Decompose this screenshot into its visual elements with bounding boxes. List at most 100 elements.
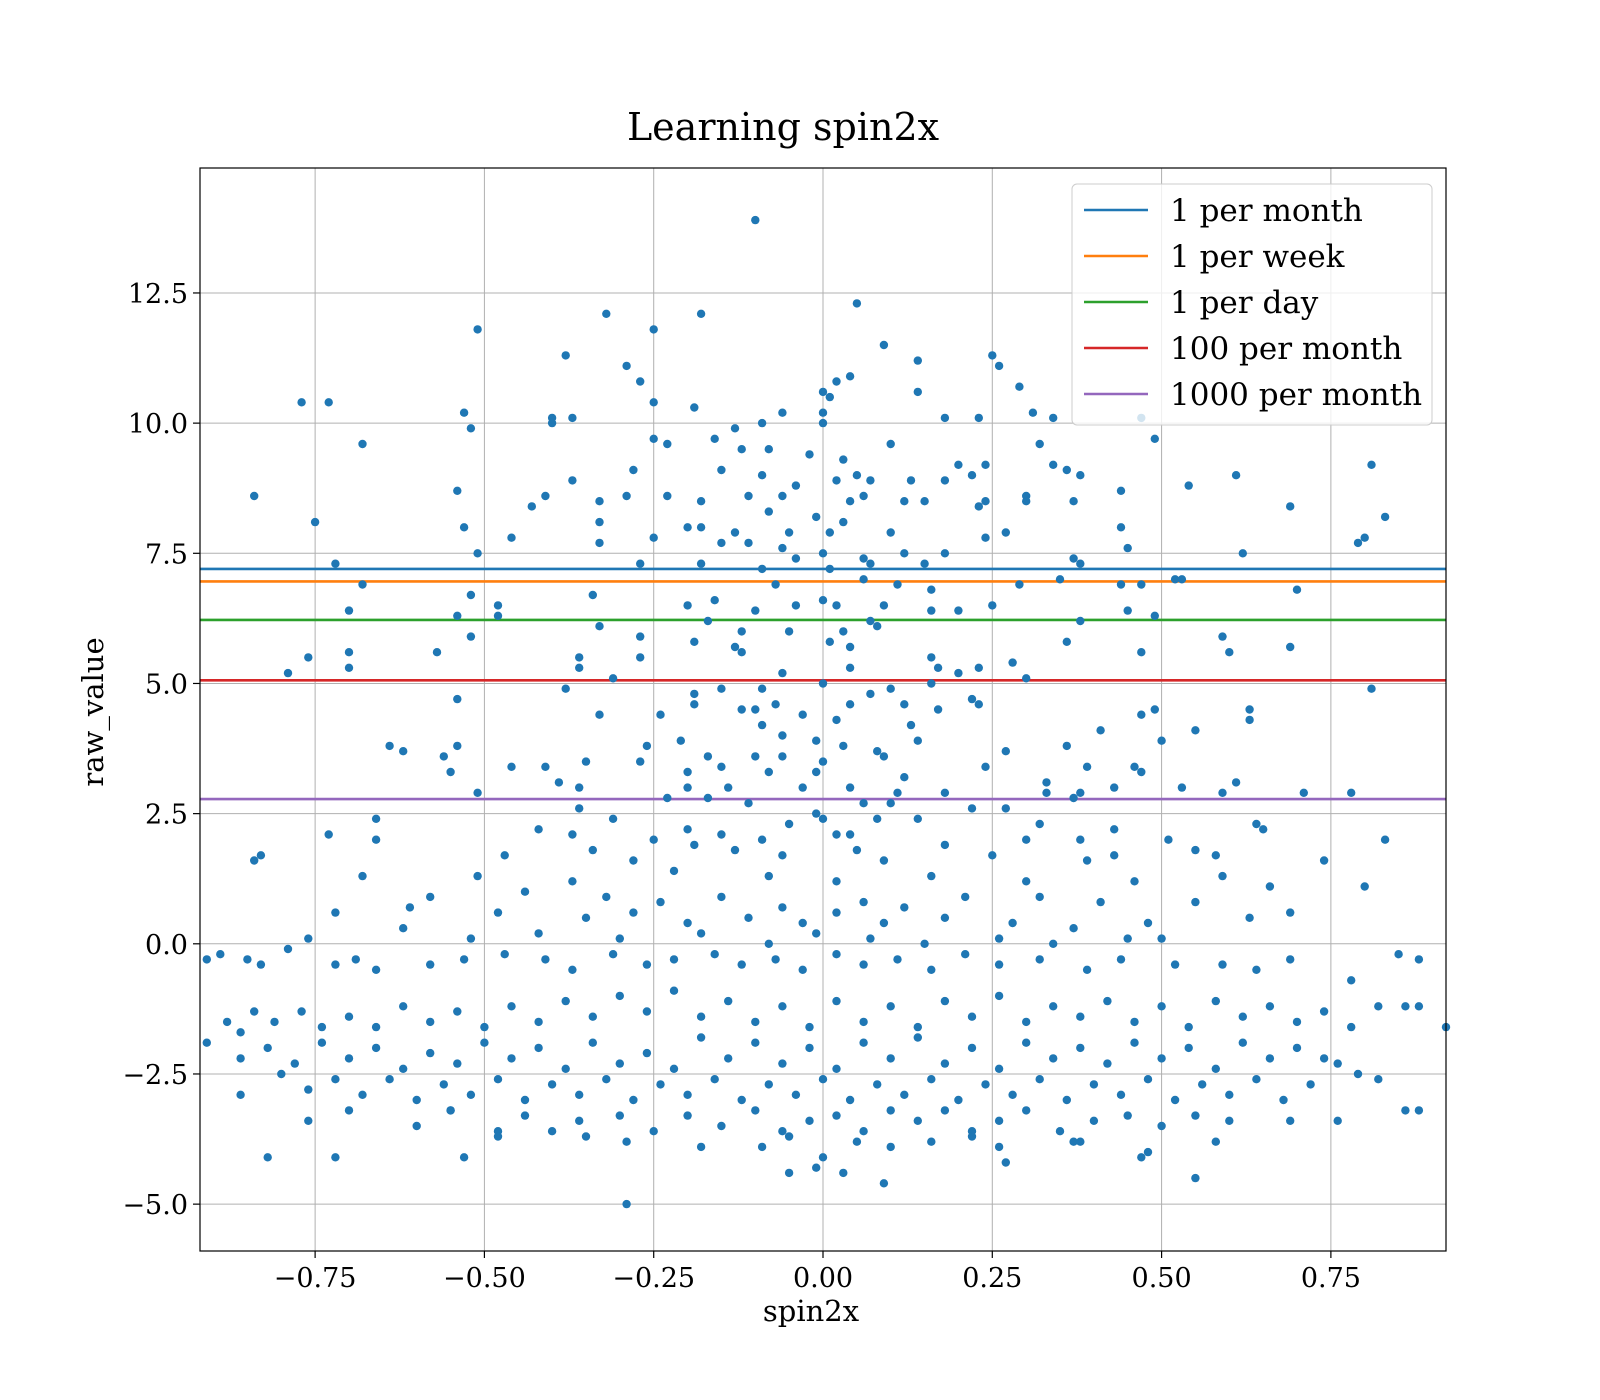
scatter-point <box>696 497 706 506</box>
scatter-point <box>967 694 977 704</box>
scatter-point <box>568 877 577 886</box>
scatter-point <box>859 491 868 501</box>
scatter-point <box>649 434 658 443</box>
scatter-point <box>1008 1090 1017 1100</box>
scatter-point <box>507 1002 516 1011</box>
scatter-point <box>331 559 340 568</box>
scatter-point <box>683 1090 692 1100</box>
scatter-point <box>642 960 652 969</box>
scatter-point <box>1245 913 1254 922</box>
scatter-point <box>1143 918 1153 928</box>
scatter-point <box>994 1116 1004 1126</box>
scatter-point <box>493 611 503 620</box>
scatter-point <box>724 1054 733 1063</box>
scatter-point <box>778 731 787 740</box>
scatter-point <box>751 1106 760 1115</box>
scatter-point <box>879 1179 889 1188</box>
scatter-point <box>825 528 834 537</box>
scatter-point <box>351 955 360 964</box>
scatter-point <box>1245 715 1254 725</box>
scatter-point <box>317 1022 327 1032</box>
scatter-point <box>331 1075 340 1084</box>
scatter-point <box>927 679 936 688</box>
scatter-point <box>1157 1002 1166 1011</box>
scatter-point <box>1069 554 1078 563</box>
scatter-point <box>459 955 469 964</box>
scatter-point <box>1001 528 1010 537</box>
scatter-point <box>1191 1173 1200 1183</box>
scatter-point <box>1319 856 1329 865</box>
scatter-point <box>683 918 692 928</box>
scatter-point <box>1150 434 1160 443</box>
y-axis-label: raw_value <box>76 637 111 786</box>
scatter-point <box>649 533 658 542</box>
legend-label: 1 per month <box>1170 193 1363 229</box>
scatter-point <box>1110 783 1119 792</box>
scatter-point <box>710 434 719 443</box>
scatter-point <box>1374 1002 1383 1011</box>
scatter-point <box>222 1017 232 1027</box>
scatter-point <box>683 767 692 777</box>
x-axis-ticks: −0.75 −0.50 −0.25 0.00 0.25 0.50 0.75 <box>274 1251 1361 1294</box>
scatter-point <box>764 1080 773 1089</box>
scatter-point <box>798 965 807 974</box>
scatter-point <box>1123 1111 1132 1120</box>
scatter-point <box>859 960 868 969</box>
scatter-point <box>764 507 773 516</box>
scatter-point <box>243 955 252 964</box>
scatter-point <box>1130 877 1139 886</box>
x-tick-label: −0.25 <box>612 1263 695 1294</box>
scatter-point <box>839 627 848 636</box>
x-axis-label: spin2x <box>763 1294 859 1328</box>
scatter-point <box>825 637 834 646</box>
scatter-point <box>967 1043 977 1053</box>
scatter-point <box>900 549 909 558</box>
scatter-point <box>405 903 415 912</box>
scatter-point <box>1184 481 1193 490</box>
scatter-point <box>500 851 509 860</box>
scatter-point <box>812 767 821 777</box>
scatter-point <box>453 1059 462 1068</box>
scatter-point <box>1076 835 1085 844</box>
scatter-point <box>1211 851 1221 860</box>
chart-title: Learning spin2x <box>627 105 939 149</box>
legend-label: 1 per day <box>1170 285 1319 321</box>
scatter-point <box>250 856 259 865</box>
scatter-point <box>636 757 645 766</box>
scatter-point <box>385 1075 394 1084</box>
x-tick-label: 0.75 <box>1301 1263 1361 1294</box>
scatter-point <box>866 476 875 485</box>
scatter-point <box>703 752 713 761</box>
scatter-point <box>703 793 713 803</box>
scatter-point <box>453 611 462 620</box>
scatter-point <box>791 601 801 610</box>
scatter-point <box>771 955 780 964</box>
scatter-point <box>818 679 828 688</box>
scatter-point <box>1231 471 1241 480</box>
scatter-point <box>466 1090 476 1100</box>
scatter-point <box>778 903 787 912</box>
scatter-point <box>744 491 753 501</box>
scatter-point <box>1211 1064 1221 1074</box>
scatter-point <box>927 1137 936 1146</box>
scatter-point <box>534 1017 543 1027</box>
scatter-point <box>1414 1106 1424 1115</box>
scatter-point <box>480 1038 489 1047</box>
scatter-point <box>690 403 699 412</box>
scatter-point <box>696 1033 706 1042</box>
scatter-point <box>805 1043 814 1053</box>
scatter-point <box>866 616 875 626</box>
scatter-point <box>724 783 733 792</box>
scatter-point <box>839 517 848 527</box>
scatter-point <box>744 538 753 548</box>
scatter-point <box>981 533 990 542</box>
scatter-point <box>520 1095 530 1105</box>
scatter-point <box>547 1080 557 1089</box>
scatter-point <box>1110 825 1119 834</box>
scatter-point <box>1021 835 1031 844</box>
scatter-point <box>852 471 862 480</box>
scatter-point <box>940 413 950 423</box>
scatter-point <box>913 1022 922 1032</box>
scatter-point <box>1319 1054 1329 1063</box>
scatter-point <box>751 1038 760 1047</box>
